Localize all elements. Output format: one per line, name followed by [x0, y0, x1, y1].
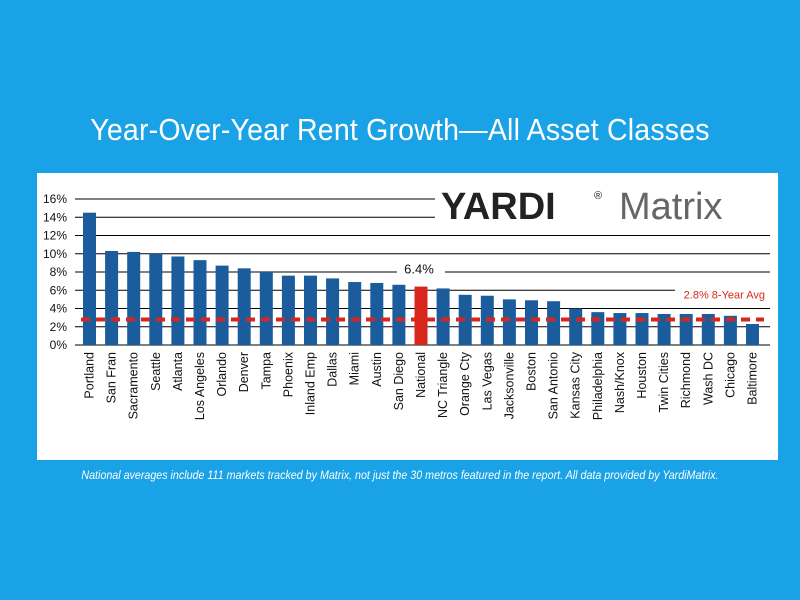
- data-label-background: [397, 258, 445, 279]
- y-tick-label: 0%: [50, 338, 68, 352]
- y-tick-label: 12%: [43, 229, 67, 243]
- logo-product: Matrix: [619, 186, 722, 228]
- x-tick-label: Las Vegas: [480, 352, 494, 410]
- x-axis-labels: Portland San Fran Sacramento Seattle Atlanta…: [83, 351, 760, 420]
- bar-tampa: [259, 272, 273, 345]
- x-tick-label: Portland: [83, 352, 97, 399]
- bar-orange-cty: [458, 294, 472, 345]
- bar-dallas: [326, 278, 340, 345]
- average-label-background: [675, 286, 771, 303]
- page-title: Year-Over-Year Rent Growth—All Asset Cla…: [90, 112, 710, 147]
- bar-denver: [237, 268, 251, 345]
- x-tick-label: San Diego: [392, 352, 406, 410]
- bar-portland: [83, 212, 96, 345]
- data-label: 6.4%: [404, 262, 434, 277]
- average-line: 2.8% 8-Year Avg: [81, 286, 771, 322]
- x-tick-label: Twin Cities: [657, 352, 671, 412]
- bar-austin: [370, 282, 384, 345]
- x-tick-label: Dallas: [326, 352, 340, 387]
- y-tick-label: 8%: [50, 265, 68, 279]
- logo-registered-mark: ®: [594, 190, 602, 202]
- x-tick-label: San Antonio: [547, 352, 561, 419]
- average-label: 2.8% 8-Year Avg: [684, 289, 765, 301]
- y-tick-label: 14%: [43, 210, 67, 224]
- x-tick-label: Tampa: [259, 352, 273, 390]
- bar-baltimore: [746, 324, 759, 345]
- x-tick-label: San Fran: [105, 352, 119, 403]
- x-tick-label: Denver: [237, 352, 251, 392]
- bar-los-angeles: [193, 260, 207, 345]
- x-tick-label: Orlando: [215, 352, 229, 397]
- x-tick-label: Philadelphia: [591, 352, 605, 420]
- bar-san-diego: [392, 284, 406, 345]
- bar-chart: 0% 2% 4% 6% 8% 10% 12% 14% 16% 2.8% 8-Year Avg P…: [43, 178, 775, 420]
- x-tick-label: Wash DC: [701, 352, 715, 405]
- bar-seattle: [149, 253, 163, 345]
- x-tick-label: Phoenix: [281, 351, 295, 397]
- x-tick-label: NC Triangle: [436, 352, 450, 418]
- bar-miami: [348, 282, 362, 345]
- footnote: National averages include 111 markets tr…: [81, 470, 719, 482]
- x-tick-label: Chicago: [723, 352, 737, 398]
- yardi-matrix-logo: YARDI ® Matrix: [435, 178, 775, 228]
- bar-sacramento: [127, 251, 141, 345]
- y-tick-label: 4%: [50, 302, 68, 316]
- x-tick-label: Seattle: [149, 352, 163, 391]
- x-tick-label: Kansas City: [569, 351, 583, 418]
- y-tick-label: 2%: [50, 320, 68, 334]
- chart-panel: 0% 2% 4% 6% 8% 10% 12% 14% 16% 2.8% 8-Year Avg P…: [37, 173, 778, 460]
- x-tick-label: Boston: [525, 352, 539, 391]
- x-tick-label: Austin: [370, 352, 384, 387]
- data-labels: 6.4%: [397, 258, 445, 279]
- bar-kansas-city: [569, 308, 583, 345]
- bar-phoenix: [281, 275, 295, 345]
- bar-atlanta: [171, 256, 185, 345]
- bars: [83, 212, 759, 345]
- bar-richmond: [679, 313, 693, 345]
- bar-orlando: [215, 265, 229, 345]
- x-tick-label: Nash/Knox: [613, 351, 627, 413]
- y-tick-label: 10%: [43, 247, 67, 261]
- x-tick-label: Miami: [348, 352, 362, 385]
- x-tick-label: National: [414, 352, 428, 398]
- bar-wash-dc: [701, 313, 715, 345]
- logo-background: [435, 178, 775, 228]
- bar-nc-triangle: [436, 288, 450, 345]
- bar-philadelphia: [591, 312, 605, 345]
- bar-san-antonio: [547, 301, 561, 345]
- bar-twin-cities: [657, 313, 671, 345]
- x-tick-label: Richmond: [679, 352, 693, 408]
- y-tick-label: 16%: [43, 192, 67, 206]
- bar-boston: [525, 300, 538, 345]
- bar-jacksonville: [502, 299, 516, 345]
- x-tick-label: Sacramento: [127, 352, 141, 419]
- bar-inland-emp: [304, 275, 317, 345]
- x-tick-label: Houston: [635, 352, 649, 399]
- bar-chicago: [723, 315, 737, 345]
- bar-national: [414, 286, 428, 345]
- x-tick-label: Baltimore: [746, 352, 760, 405]
- x-tick-label: Inland Emp: [304, 352, 318, 415]
- y-tick-label: 6%: [50, 283, 68, 297]
- bar-san-fran: [105, 251, 119, 345]
- x-tick-label: Jacksonville: [502, 352, 516, 419]
- y-axis-ticks: 0% 2% 4% 6% 8% 10% 12% 14% 16%: [43, 192, 67, 352]
- logo-brand: YARDI: [441, 186, 556, 228]
- x-tick-label: Orange Cty: [458, 351, 472, 416]
- x-tick-label: Los Angeles: [193, 352, 207, 420]
- x-tick-label: Atlanta: [171, 352, 185, 391]
